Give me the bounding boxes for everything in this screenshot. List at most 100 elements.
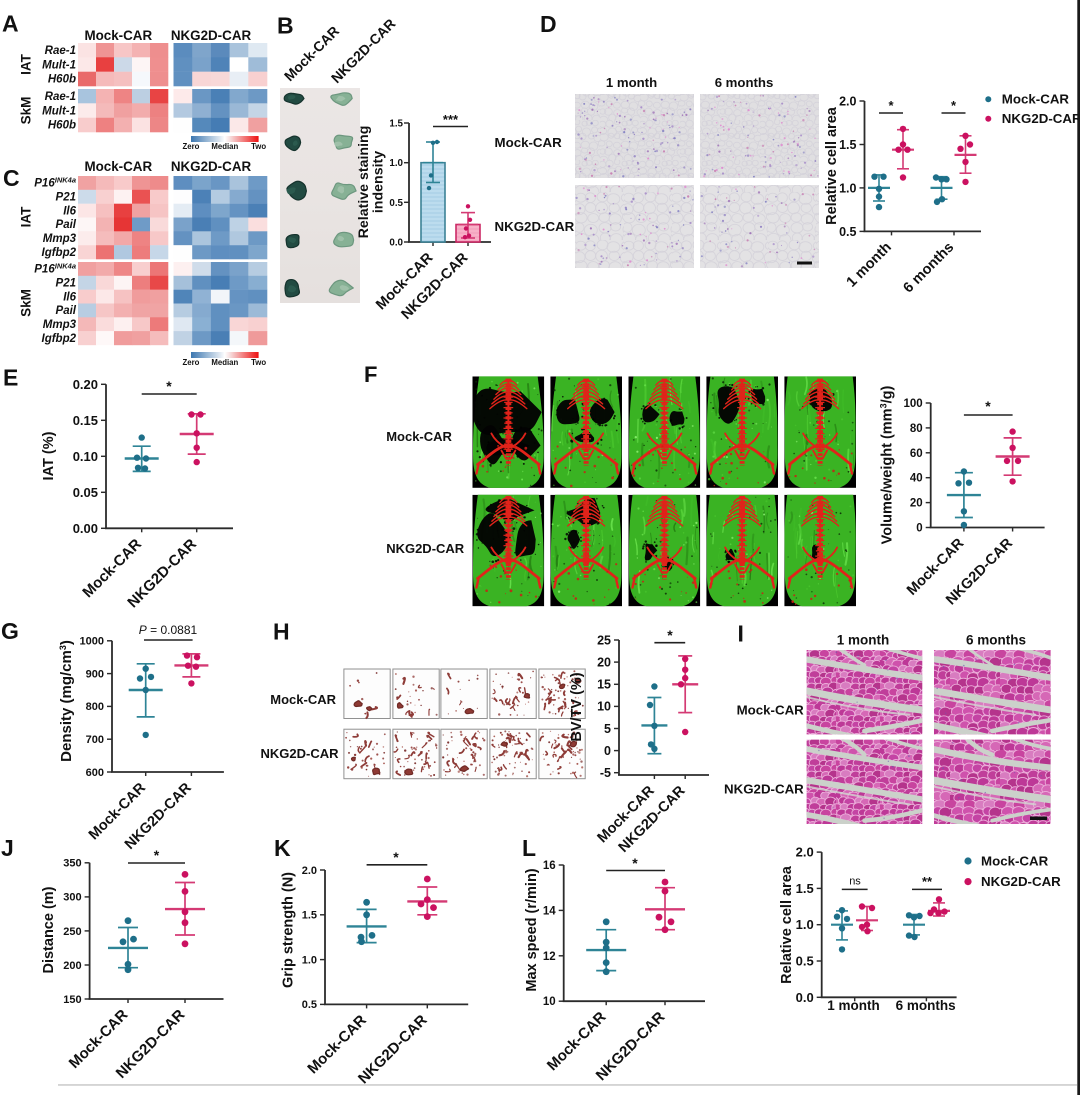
svg-text:BV/TV (%): BV/TV (%) [569,672,585,741]
svg-text:Median: Median [211,358,238,367]
svg-text:10: 10 [543,996,556,1008]
svg-text:Mmp3: Mmp3 [43,233,77,245]
svg-text:0.5: 0.5 [389,198,403,209]
svg-text:***: *** [443,112,459,127]
svg-text:1.0: 1.0 [302,955,317,967]
svg-text:Mock-CAR: Mock-CAR [737,703,805,718]
svg-text:15: 15 [597,678,611,692]
svg-text:Mult-1: Mult-1 [42,59,76,71]
svg-text:I: I [738,621,744,647]
svg-text:Mock-CAR: Mock-CAR [495,135,563,150]
svg-text:200: 200 [63,960,81,972]
svg-text:Pail: Pail [56,305,77,317]
svg-text:60: 60 [910,448,923,460]
svg-text:Mock-CAR: Mock-CAR [270,692,336,707]
svg-text:F: F [364,362,377,387]
svg-text:NKG2D-CAR: NKG2D-CAR [386,541,465,556]
svg-text:1 month: 1 month [827,998,880,1013]
svg-text:Volume/weight (mm3/g): Volume/weight (mm3/g) [879,386,896,545]
svg-text:300: 300 [63,892,81,904]
svg-text:12: 12 [543,951,556,963]
svg-text:1 month: 1 month [837,633,890,648]
svg-text:0.00: 0.00 [73,521,98,536]
svg-text:*: * [632,855,638,871]
svg-text:*: * [393,849,399,865]
svg-text:**: ** [922,874,933,889]
svg-text:250: 250 [63,926,81,938]
svg-text:1.0: 1.0 [796,917,814,932]
svg-text:0.5: 0.5 [839,225,856,239]
svg-text:Two: Two [251,358,266,367]
svg-text:Mock-CAR: Mock-CAR [1002,92,1070,107]
svg-text:350: 350 [63,858,81,870]
svg-text:IAT (%): IAT (%) [41,431,57,480]
svg-text:0: 0 [916,523,922,535]
svg-text:5: 5 [604,722,611,736]
svg-text:1.5: 1.5 [389,118,403,129]
svg-text:Grip strength (N): Grip strength (N) [281,872,297,988]
svg-text:0.0: 0.0 [796,990,814,1005]
svg-text:6 months: 6 months [896,998,956,1013]
svg-text:700: 700 [86,734,104,746]
svg-text:1.0: 1.0 [839,181,856,195]
svg-text:2.0: 2.0 [796,845,814,860]
svg-text:B: B [277,13,294,39]
svg-text:NKG2D-CAR: NKG2D-CAR [1002,111,1080,126]
svg-text:*: * [985,398,991,414]
svg-text:Mock-CAR: Mock-CAR [386,429,452,444]
svg-text:Median: Median [211,142,238,151]
svg-text:L: L [522,835,536,861]
svg-text:SkM: SkM [19,97,34,125]
svg-text:Mock-CAR: Mock-CAR [84,28,152,43]
svg-text:Relative staining: Relative staining [356,126,372,239]
svg-text:Max speed (r/min): Max speed (r/min) [524,868,540,991]
svg-text:NKG2D-CAR: NKG2D-CAR [261,746,340,761]
svg-text:Rae-1: Rae-1 [45,91,76,103]
svg-text:20: 20 [910,498,923,510]
svg-text:10: 10 [597,700,611,714]
svg-text:0.05: 0.05 [73,485,98,500]
svg-text:0.0: 0.0 [389,237,403,248]
svg-text:Il6: Il6 [63,205,76,217]
svg-text:Mult-1: Mult-1 [42,105,76,117]
svg-text:6 months: 6 months [966,633,1026,648]
svg-text:1.5: 1.5 [796,881,814,896]
svg-text:*: * [888,98,894,113]
svg-text:K: K [274,835,291,861]
svg-text:25: 25 [597,633,611,647]
svg-text:Mmp3: Mmp3 [43,319,77,331]
svg-text:A: A [2,11,19,37]
svg-text:Two: Two [251,142,266,151]
svg-text:NKG2D-CAR: NKG2D-CAR [495,219,575,234]
svg-text:900: 900 [86,669,104,681]
svg-text:Distance (m): Distance (m) [41,886,57,973]
svg-text:Igfbp2: Igfbp2 [42,333,77,345]
svg-text:*: * [154,847,160,863]
svg-text:Il6: Il6 [63,291,76,303]
svg-text:P = 0.0881: P = 0.0881 [139,623,198,637]
svg-text:1.5: 1.5 [302,910,317,922]
svg-text:2.0: 2.0 [839,94,856,108]
svg-text:NKG2D-CAR: NKG2D-CAR [981,874,1061,889]
svg-text:NKG2D-CAR: NKG2D-CAR [724,782,804,797]
svg-text:H60b: H60b [48,120,76,132]
svg-text:E: E [3,365,18,391]
svg-text:1000: 1000 [80,636,104,648]
svg-text:80: 80 [910,423,923,435]
svg-text:14: 14 [543,905,556,917]
svg-text:0.5: 0.5 [796,954,814,969]
svg-text:600: 600 [86,767,104,779]
svg-text:1.0: 1.0 [389,158,403,169]
svg-text:D: D [540,11,557,37]
svg-text:Mock-CAR: Mock-CAR [84,159,152,174]
svg-text:16: 16 [543,860,556,872]
svg-text:H: H [273,619,290,645]
svg-text:NKG2D-CAR: NKG2D-CAR [171,28,252,43]
svg-text:Igfbp2: Igfbp2 [42,247,77,259]
svg-text:SkM: SkM [19,289,34,317]
svg-text:2.0: 2.0 [302,865,317,877]
svg-text:Zero: Zero [183,358,200,367]
svg-text:P21: P21 [56,277,76,289]
svg-text:ns: ns [849,876,861,888]
svg-text:*: * [951,98,957,113]
